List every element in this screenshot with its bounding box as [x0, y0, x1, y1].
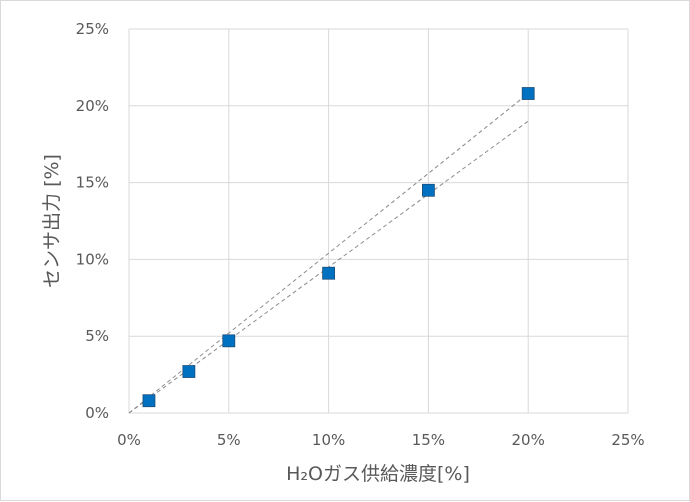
x-tick-label: 25% [611, 431, 644, 449]
data-point-marker [222, 334, 236, 348]
data-points [142, 87, 535, 408]
vertical-gridlines [128, 29, 629, 413]
x-tick-labels: 0% 5% 10% 15% 20% 25% [117, 431, 645, 449]
x-tick-label: 0% [117, 431, 141, 449]
y-tick-label: 15% [76, 174, 109, 192]
data-point-marker [322, 266, 336, 280]
y-tick-label: 0% [85, 404, 109, 422]
y-tick-label: 5% [85, 327, 109, 345]
horizontal-gridlines [129, 28, 628, 414]
x-tick-label: 10% [312, 431, 345, 449]
x-tick-label: 15% [412, 431, 445, 449]
data-point-marker [182, 365, 196, 378]
x-tick-label: 5% [217, 431, 241, 449]
y-tick-label: 10% [76, 250, 109, 268]
data-point-marker [421, 183, 435, 197]
y-tick-label: 25% [76, 20, 109, 38]
x-tick-label: 20% [512, 431, 545, 449]
data-point-marker [521, 87, 535, 100]
y-axis-title: センサ出力 [%] [41, 154, 63, 288]
y-tick-labels: 0% 5% 10% 15% 20% 25% [76, 20, 109, 422]
y-tick-label: 20% [76, 97, 109, 115]
data-point-marker [142, 394, 156, 408]
x-axis-title: H₂Oガス供給濃度[%] [286, 463, 470, 485]
dashed-guide-line [128, 93, 529, 414]
